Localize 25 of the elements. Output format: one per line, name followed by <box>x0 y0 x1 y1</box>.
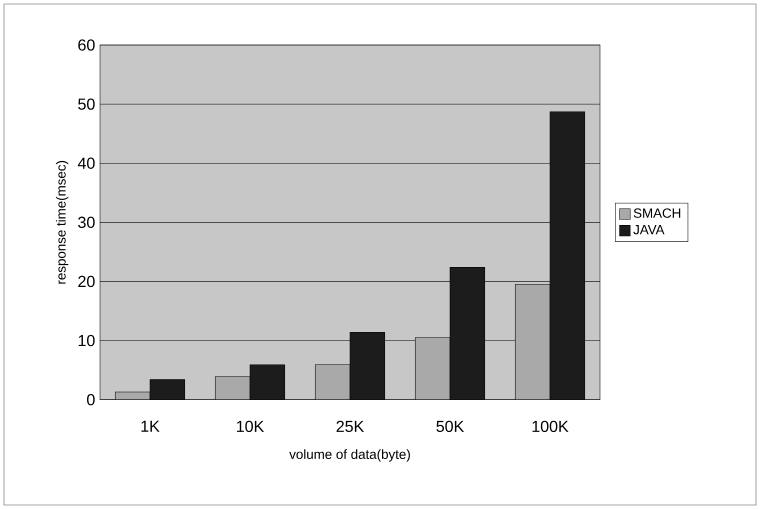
y-tick-label: 10 <box>78 334 95 346</box>
y-tick-label: 30 <box>78 216 95 228</box>
y-axis-title: response time(msec) <box>56 160 68 284</box>
y-tick-label: 20 <box>78 276 95 288</box>
legend-label: SMACH <box>634 208 680 218</box>
y-tick-label: 60 <box>78 39 95 51</box>
bar <box>150 379 186 400</box>
bar <box>250 364 286 400</box>
bar <box>350 332 386 400</box>
x-tick-label: 10K <box>236 420 264 432</box>
bar <box>550 112 586 400</box>
x-tick-label: 100K <box>532 420 569 432</box>
legend-label: JAVA <box>633 225 664 234</box>
bar <box>514 284 550 400</box>
y-tick-label: 50 <box>78 98 95 110</box>
bar <box>314 364 350 400</box>
x-axis-title: volume of data(byte) <box>289 449 410 462</box>
x-tick-label: 25K <box>336 420 364 432</box>
y-tick-label: 40 <box>78 158 95 169</box>
x-tick-label: 1K <box>141 420 160 432</box>
bar <box>214 376 250 400</box>
bar <box>450 266 486 400</box>
y-tick-label: 0 <box>87 394 95 406</box>
x-tick-label: 50K <box>436 420 464 432</box>
bar <box>414 337 450 400</box>
